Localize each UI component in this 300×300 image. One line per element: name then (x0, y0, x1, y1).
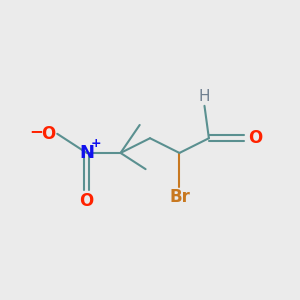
Text: O: O (248, 129, 262, 147)
Text: N: N (79, 144, 94, 162)
Text: O: O (40, 125, 55, 143)
Text: H: H (199, 89, 210, 104)
Text: O: O (80, 192, 94, 210)
Text: +: + (91, 137, 101, 150)
Text: −: − (29, 122, 43, 140)
Text: Br: Br (169, 188, 190, 206)
